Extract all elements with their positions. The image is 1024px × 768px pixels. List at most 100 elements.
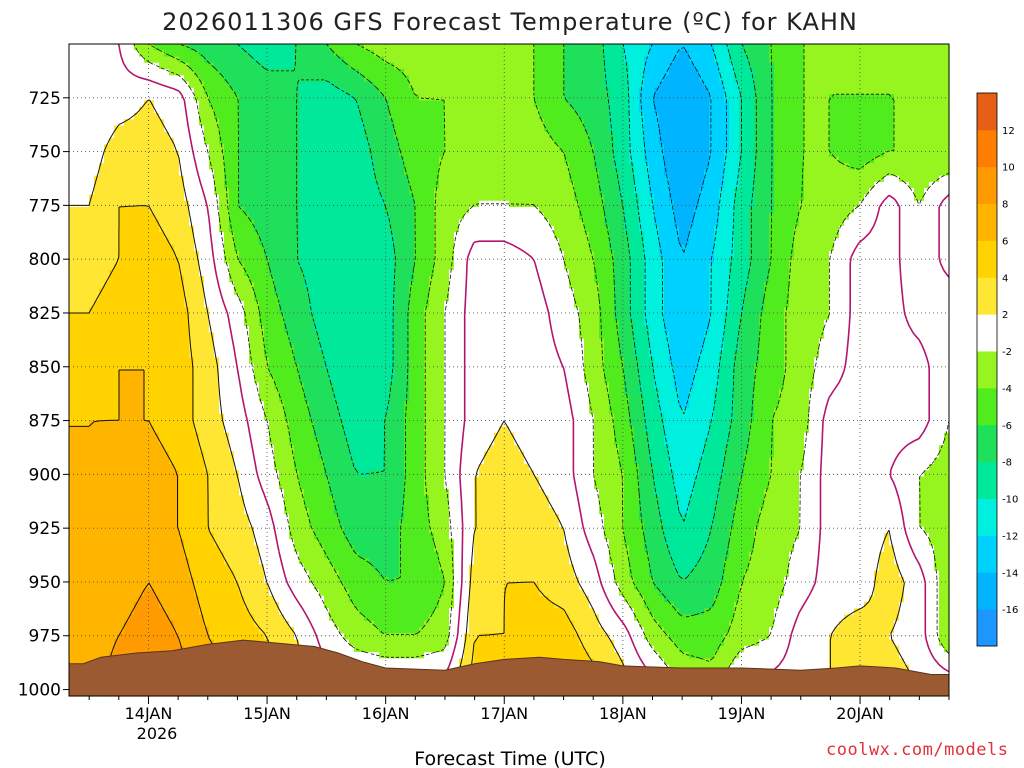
field-cell <box>359 112 365 120</box>
field-cell <box>354 87 360 95</box>
field-cell <box>204 163 210 170</box>
field-cell <box>94 138 100 145</box>
field-cell <box>824 213 830 221</box>
field-cell <box>434 156 440 164</box>
field-cell <box>869 188 875 196</box>
field-cell <box>349 144 355 152</box>
field-cell <box>319 131 325 139</box>
field-cell <box>799 106 805 114</box>
field-cell <box>224 213 230 221</box>
field-cell <box>784 50 790 58</box>
field-cell <box>284 75 290 83</box>
field-cell <box>374 56 380 64</box>
field-cell <box>274 169 280 177</box>
field-cell <box>394 75 400 83</box>
field-cell <box>69 87 75 95</box>
field-cell <box>364 100 370 108</box>
field-cell <box>454 56 460 64</box>
field-cell <box>879 213 885 221</box>
field-cell <box>754 188 760 196</box>
field-cell <box>599 81 605 89</box>
field-cell <box>549 131 555 139</box>
field-cell <box>579 150 585 158</box>
field-cell <box>464 213 470 221</box>
field-cell <box>239 188 245 196</box>
field-cell <box>809 131 815 139</box>
field-cell <box>724 119 730 127</box>
field-cell <box>784 44 790 51</box>
field-cell <box>529 131 535 139</box>
field-cell <box>459 138 465 145</box>
field-cell <box>534 188 540 196</box>
field-cell <box>89 69 95 76</box>
field-cell <box>424 56 430 64</box>
field-cell <box>844 69 850 76</box>
field-cell <box>119 125 125 133</box>
field-cell <box>389 125 395 133</box>
field-cell <box>414 94 420 102</box>
field-cell <box>449 50 455 58</box>
field-cell <box>89 163 95 170</box>
field-cell <box>589 213 595 221</box>
field-cell <box>114 156 120 164</box>
field-cell <box>89 100 95 108</box>
field-cell <box>864 163 870 170</box>
field-cell <box>604 138 610 145</box>
field-cell <box>809 188 815 196</box>
field-cell <box>944 75 950 83</box>
field-cell <box>829 181 835 189</box>
field-cell <box>104 219 110 227</box>
field-cell <box>314 50 320 58</box>
field-cell <box>134 175 140 183</box>
field-cell <box>864 106 870 114</box>
field-cell <box>134 94 140 102</box>
field-cell <box>139 81 145 89</box>
field-cell <box>814 169 820 177</box>
field-cell <box>784 125 790 133</box>
field-cell <box>804 100 810 108</box>
field-cell <box>119 188 125 196</box>
field-cell <box>494 125 500 133</box>
field-cell <box>834 144 840 152</box>
field-cell <box>859 81 865 89</box>
field-cell <box>479 75 485 83</box>
field-cell <box>189 194 195 202</box>
field-cell <box>854 200 860 208</box>
field-cell <box>884 169 890 177</box>
field-cell <box>144 44 150 51</box>
field-cell <box>634 156 640 164</box>
field-cell <box>389 106 395 114</box>
field-cell <box>404 100 410 108</box>
field-cell <box>644 207 650 214</box>
field-cell <box>434 106 440 114</box>
field-cell <box>249 175 255 183</box>
field-cell <box>749 213 755 221</box>
field-cell <box>774 44 780 51</box>
field-cell <box>424 119 430 127</box>
field-cell <box>264 175 270 183</box>
field-cell <box>124 106 130 114</box>
field-cell <box>754 50 760 58</box>
field-cell <box>219 81 225 89</box>
field-cell <box>314 44 320 51</box>
field-cell <box>299 213 305 221</box>
field-cell <box>469 169 475 177</box>
field-cell <box>669 150 675 158</box>
field-cell <box>364 69 370 76</box>
field-cell <box>549 119 555 127</box>
field-cell <box>859 138 865 145</box>
field-cell <box>549 169 555 177</box>
field-cell <box>229 169 235 177</box>
field-cell <box>129 56 135 64</box>
field-cell <box>854 119 860 127</box>
field-cell <box>284 62 290 70</box>
field-cell <box>329 69 335 76</box>
field-cell <box>79 213 85 221</box>
field-cell <box>699 131 705 139</box>
field-cell <box>714 175 720 183</box>
field-cell <box>799 56 805 64</box>
field-cell <box>159 112 165 120</box>
field-cell <box>629 94 635 102</box>
field-cell <box>434 188 440 196</box>
field-cell <box>264 87 270 95</box>
